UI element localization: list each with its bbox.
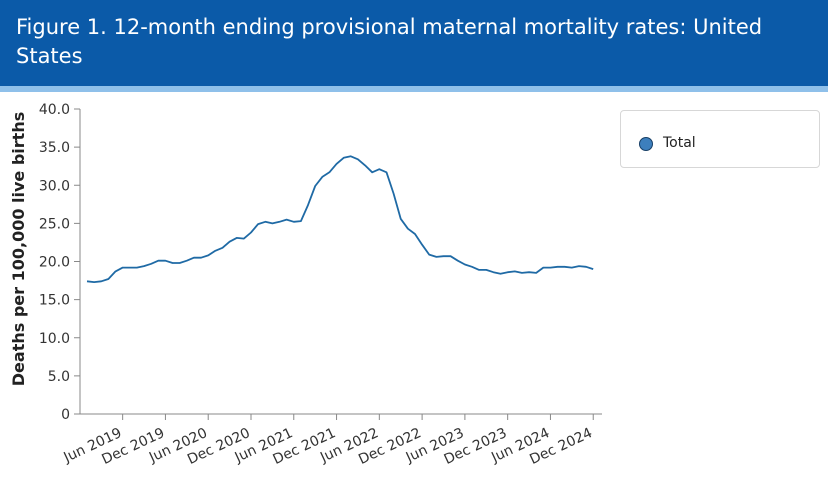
legend-label-total: Total xyxy=(663,135,696,151)
legend: Total xyxy=(620,110,820,168)
y-axis-label: Deaths per 100,000 live births xyxy=(9,112,28,386)
header-stripe xyxy=(0,86,828,92)
y-tick-label: 5.0 xyxy=(48,369,70,385)
y-tick-label: 35.0 xyxy=(39,140,70,156)
y-tick-label: 25.0 xyxy=(39,216,70,232)
y-tick-label: 30.0 xyxy=(39,178,70,194)
y-tick-label: 15.0 xyxy=(39,293,70,309)
series-layer xyxy=(86,155,594,284)
legend-swatch-total[interactable] xyxy=(639,137,653,151)
y-tick-label: 10.0 xyxy=(39,331,70,347)
page-title: Figure 1. 12-month ending provisional ma… xyxy=(16,15,763,68)
y-tick-label: 0 xyxy=(61,407,70,423)
header-bar: Figure 1. 12-month ending provisional ma… xyxy=(0,0,828,86)
series-line-total xyxy=(86,155,594,284)
y-tick-label: 40.0 xyxy=(39,102,70,118)
y-tick-label: 20.0 xyxy=(39,255,70,271)
y-axis: 0 5.0 10.0 15.0 20.0 25.0 30.0 35.0 40.0 xyxy=(39,102,81,423)
